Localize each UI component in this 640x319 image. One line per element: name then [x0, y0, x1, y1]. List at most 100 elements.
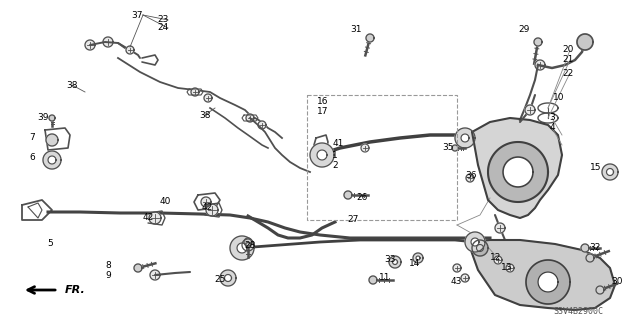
Text: 7: 7	[29, 133, 35, 143]
Text: 2: 2	[332, 160, 338, 169]
Polygon shape	[366, 34, 374, 42]
Polygon shape	[452, 145, 458, 151]
Polygon shape	[503, 157, 533, 187]
Polygon shape	[230, 236, 254, 260]
Text: 14: 14	[410, 258, 420, 268]
Polygon shape	[134, 264, 142, 272]
Polygon shape	[471, 238, 479, 246]
Text: 43: 43	[451, 278, 461, 286]
Polygon shape	[413, 253, 423, 263]
Text: 27: 27	[348, 216, 358, 225]
Polygon shape	[586, 254, 594, 262]
Bar	[307, 95, 457, 220]
Polygon shape	[225, 275, 232, 281]
Polygon shape	[488, 142, 548, 202]
Polygon shape	[526, 260, 570, 304]
Polygon shape	[369, 276, 377, 284]
Polygon shape	[534, 38, 542, 46]
Text: 26: 26	[356, 192, 368, 202]
Polygon shape	[246, 242, 250, 248]
Polygon shape	[535, 60, 545, 70]
Polygon shape	[495, 223, 505, 233]
Text: 29: 29	[518, 26, 530, 34]
Text: 15: 15	[590, 164, 602, 173]
Text: 23: 23	[157, 16, 169, 25]
Polygon shape	[581, 244, 589, 252]
Text: 4: 4	[549, 123, 555, 132]
Text: S3V4B2900C: S3V4B2900C	[553, 308, 603, 316]
Polygon shape	[607, 168, 614, 175]
Text: 38: 38	[199, 110, 211, 120]
Polygon shape	[602, 164, 618, 180]
Text: 1: 1	[332, 151, 338, 160]
Polygon shape	[461, 134, 469, 142]
Polygon shape	[46, 134, 58, 146]
Text: 36: 36	[465, 170, 477, 180]
Text: 9: 9	[105, 271, 111, 279]
Polygon shape	[85, 40, 95, 50]
Text: 33: 33	[384, 256, 396, 264]
Text: 39: 39	[37, 114, 49, 122]
Text: 31: 31	[350, 26, 362, 34]
Text: 6: 6	[29, 152, 35, 161]
Polygon shape	[494, 256, 502, 264]
Text: 13: 13	[501, 263, 513, 271]
Polygon shape	[472, 240, 488, 256]
Text: FR.: FR.	[65, 285, 86, 295]
Polygon shape	[49, 115, 55, 121]
Polygon shape	[103, 37, 113, 47]
Polygon shape	[220, 270, 236, 286]
Text: 38: 38	[67, 80, 77, 90]
Text: 41: 41	[332, 138, 344, 147]
Text: 35: 35	[442, 144, 454, 152]
Text: 37: 37	[131, 11, 143, 19]
Text: 16: 16	[317, 98, 329, 107]
Text: 12: 12	[490, 254, 502, 263]
Polygon shape	[392, 259, 397, 264]
Polygon shape	[465, 232, 485, 252]
Text: 25: 25	[214, 276, 226, 285]
Text: 8: 8	[105, 261, 111, 270]
Text: 22: 22	[563, 69, 573, 78]
Polygon shape	[538, 272, 558, 292]
Text: 5: 5	[47, 239, 53, 248]
Polygon shape	[455, 128, 475, 148]
Polygon shape	[150, 270, 160, 280]
Polygon shape	[461, 274, 469, 282]
Polygon shape	[206, 204, 218, 216]
Polygon shape	[126, 46, 134, 54]
Text: 42: 42	[202, 204, 212, 212]
Text: 20: 20	[563, 46, 573, 55]
Polygon shape	[389, 256, 401, 268]
Polygon shape	[237, 243, 247, 253]
Text: 24: 24	[157, 24, 168, 33]
Polygon shape	[317, 150, 327, 160]
Text: 28: 28	[244, 241, 256, 249]
Polygon shape	[191, 88, 199, 96]
Polygon shape	[416, 256, 420, 260]
Polygon shape	[577, 34, 593, 50]
Text: 10: 10	[553, 93, 564, 102]
Polygon shape	[525, 105, 535, 115]
Text: 42: 42	[142, 213, 154, 222]
Text: 11: 11	[380, 273, 391, 283]
Text: 21: 21	[563, 56, 573, 64]
Text: 17: 17	[317, 108, 329, 116]
Polygon shape	[361, 144, 369, 152]
Polygon shape	[468, 240, 615, 310]
Polygon shape	[43, 151, 61, 169]
Polygon shape	[344, 191, 352, 199]
Polygon shape	[596, 286, 604, 294]
Polygon shape	[506, 264, 514, 272]
Polygon shape	[244, 238, 252, 246]
Text: 3: 3	[549, 114, 555, 122]
Text: 32: 32	[589, 242, 601, 251]
Polygon shape	[453, 264, 461, 272]
Polygon shape	[149, 212, 161, 224]
Polygon shape	[242, 239, 254, 251]
Polygon shape	[201, 197, 211, 207]
Polygon shape	[466, 174, 474, 182]
Polygon shape	[258, 121, 266, 129]
Text: 40: 40	[159, 197, 171, 206]
Polygon shape	[204, 94, 212, 102]
